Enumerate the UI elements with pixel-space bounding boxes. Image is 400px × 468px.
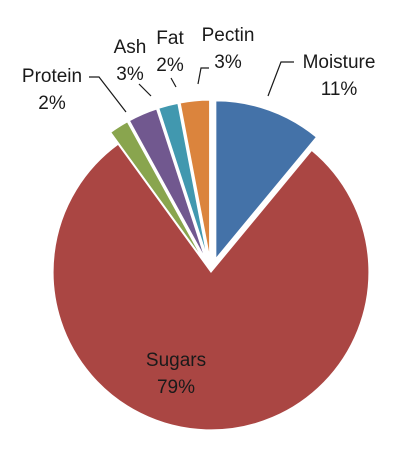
label-protein-percent: 2% — [38, 93, 66, 114]
slice-sugars — [52, 143, 370, 431]
label-sugars-name: Sugars — [146, 350, 206, 371]
label-moisture-percent: 11% — [321, 79, 358, 100]
leader-line-protein — [89, 76, 127, 113]
slice-pectin — [179, 99, 211, 259]
slice-moisture — [215, 100, 318, 261]
label-sugars-percent: 79% — [157, 377, 195, 398]
label-moisture-name: Moisture — [303, 52, 376, 73]
slice-fat — [157, 102, 209, 259]
leader-line-moisture — [267, 61, 294, 97]
label-protein-name: Protein — [22, 66, 82, 87]
leader-line-fat — [170, 77, 177, 88]
label-fat-name: Fat — [156, 28, 184, 49]
label-pectin-percent: 3% — [214, 52, 242, 73]
slice-protein — [109, 120, 205, 261]
pie-slices — [52, 99, 370, 431]
label-ash-name: Ash — [114, 37, 147, 58]
slice-ash — [128, 108, 207, 260]
label-fat-percent: 2% — [156, 55, 184, 76]
label-ash-percent: 3% — [116, 64, 144, 85]
leader-line-ash — [138, 83, 152, 97]
leader-line-pectin — [197, 67, 209, 85]
label-pectin-name: Pectin — [202, 25, 255, 46]
